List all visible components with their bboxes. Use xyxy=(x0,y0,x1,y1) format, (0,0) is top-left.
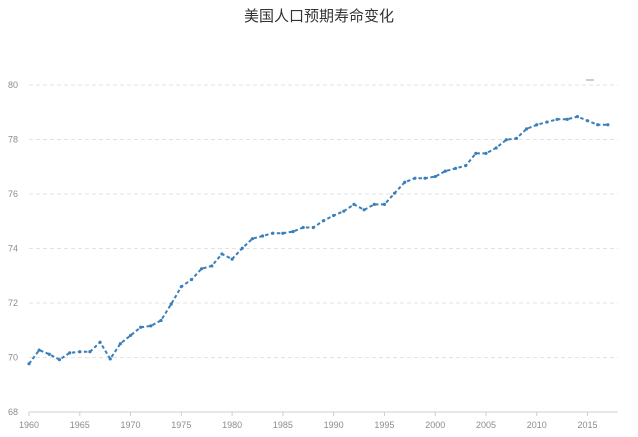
data-point[interactable] xyxy=(352,202,356,206)
y-tick-label: 72 xyxy=(8,298,18,308)
data-point[interactable] xyxy=(230,257,234,261)
data-point[interactable] xyxy=(98,340,102,344)
data-point[interactable] xyxy=(525,127,529,131)
data-point[interactable] xyxy=(281,231,285,235)
chart-title: 美国人口预期寿命变化 xyxy=(244,7,394,25)
data-point[interactable] xyxy=(78,350,82,354)
data-point[interactable] xyxy=(585,119,590,123)
data-point[interactable] xyxy=(200,267,204,271)
data-point[interactable] xyxy=(545,120,549,124)
x-tick-label: 1970 xyxy=(121,420,141,430)
x-tick-label: 1975 xyxy=(171,420,191,430)
data-point[interactable] xyxy=(149,324,153,328)
data-point[interactable] xyxy=(291,230,295,234)
data-point[interactable] xyxy=(453,166,458,170)
data-point[interactable] xyxy=(57,358,62,362)
x-tick-label: 2015 xyxy=(578,420,598,430)
data-point[interactable] xyxy=(565,117,569,121)
data-point[interactable] xyxy=(321,219,326,223)
x-tick-label: 1995 xyxy=(374,420,394,430)
data-point[interactable] xyxy=(504,138,508,142)
data-point[interactable] xyxy=(443,169,447,173)
data-point[interactable] xyxy=(382,202,387,206)
data-point[interactable] xyxy=(179,285,183,289)
data-point[interactable] xyxy=(403,180,407,184)
data-point[interactable] xyxy=(271,231,275,235)
data-point[interactable] xyxy=(464,164,468,168)
data-point[interactable] xyxy=(392,191,397,195)
data-point[interactable] xyxy=(128,333,133,338)
data-point[interactable] xyxy=(342,209,346,213)
data-point[interactable] xyxy=(332,213,336,218)
data-point[interactable] xyxy=(210,264,214,268)
data-point[interactable] xyxy=(372,202,376,206)
data-point[interactable] xyxy=(250,237,255,241)
grid xyxy=(29,84,618,413)
data-point[interactable] xyxy=(555,117,559,121)
data-point[interactable] xyxy=(159,318,163,323)
data-point[interactable] xyxy=(606,123,610,127)
data-point[interactable] xyxy=(535,123,539,127)
data-point[interactable] xyxy=(68,351,72,355)
data-point[interactable] xyxy=(240,246,244,250)
x-tick-label: 1990 xyxy=(324,420,344,430)
x-axis-ticks: 1960 1965 1970 1975 1980 1985 1990 1995 2000 2005… xyxy=(19,412,598,430)
data-point[interactable] xyxy=(47,352,51,356)
y-axis-ticks: 68 70 72 74 76 78 80 xyxy=(8,80,18,417)
data-point[interactable] xyxy=(139,325,143,329)
y-tick-label: 76 xyxy=(8,189,18,199)
data-point[interactable] xyxy=(108,357,112,361)
data-point[interactable] xyxy=(118,342,122,346)
data-point[interactable] xyxy=(189,277,194,282)
x-tick-label: 1965 xyxy=(70,420,90,430)
data-point[interactable] xyxy=(260,234,265,238)
data-point[interactable] xyxy=(362,208,366,212)
data-point[interactable] xyxy=(474,151,478,155)
x-tick-label: 1985 xyxy=(273,420,293,430)
x-tick-label: 2005 xyxy=(476,420,496,430)
data-point[interactable] xyxy=(88,350,92,354)
data-point[interactable] xyxy=(37,348,41,352)
data-point[interactable] xyxy=(596,123,600,127)
x-tick-label: 2000 xyxy=(425,420,445,430)
data-point[interactable] xyxy=(575,115,579,119)
data-point[interactable] xyxy=(423,176,427,180)
x-tick-label: 1980 xyxy=(222,420,242,430)
series-line[interactable] xyxy=(28,115,608,365)
y-tick-label: 74 xyxy=(8,244,18,254)
data-point[interactable] xyxy=(494,146,498,150)
y-tick-label: 78 xyxy=(8,135,18,145)
y-tick-label: 80 xyxy=(8,80,18,90)
x-tick-label: 1960 xyxy=(19,420,39,430)
data-point[interactable] xyxy=(220,252,224,256)
data-point[interactable] xyxy=(311,225,315,230)
y-tick-label: 68 xyxy=(8,407,18,417)
data-point[interactable] xyxy=(27,362,31,366)
data-point[interactable] xyxy=(169,302,173,306)
data-point[interactable] xyxy=(433,174,437,179)
data-point[interactable] xyxy=(514,136,519,141)
y-tick-label: 70 xyxy=(8,353,18,363)
series-1[interactable] xyxy=(27,115,610,366)
data-point[interactable] xyxy=(484,151,488,155)
data-point[interactable] xyxy=(301,225,305,230)
data-point[interactable] xyxy=(413,176,417,180)
x-tick-label: 2010 xyxy=(527,420,547,430)
